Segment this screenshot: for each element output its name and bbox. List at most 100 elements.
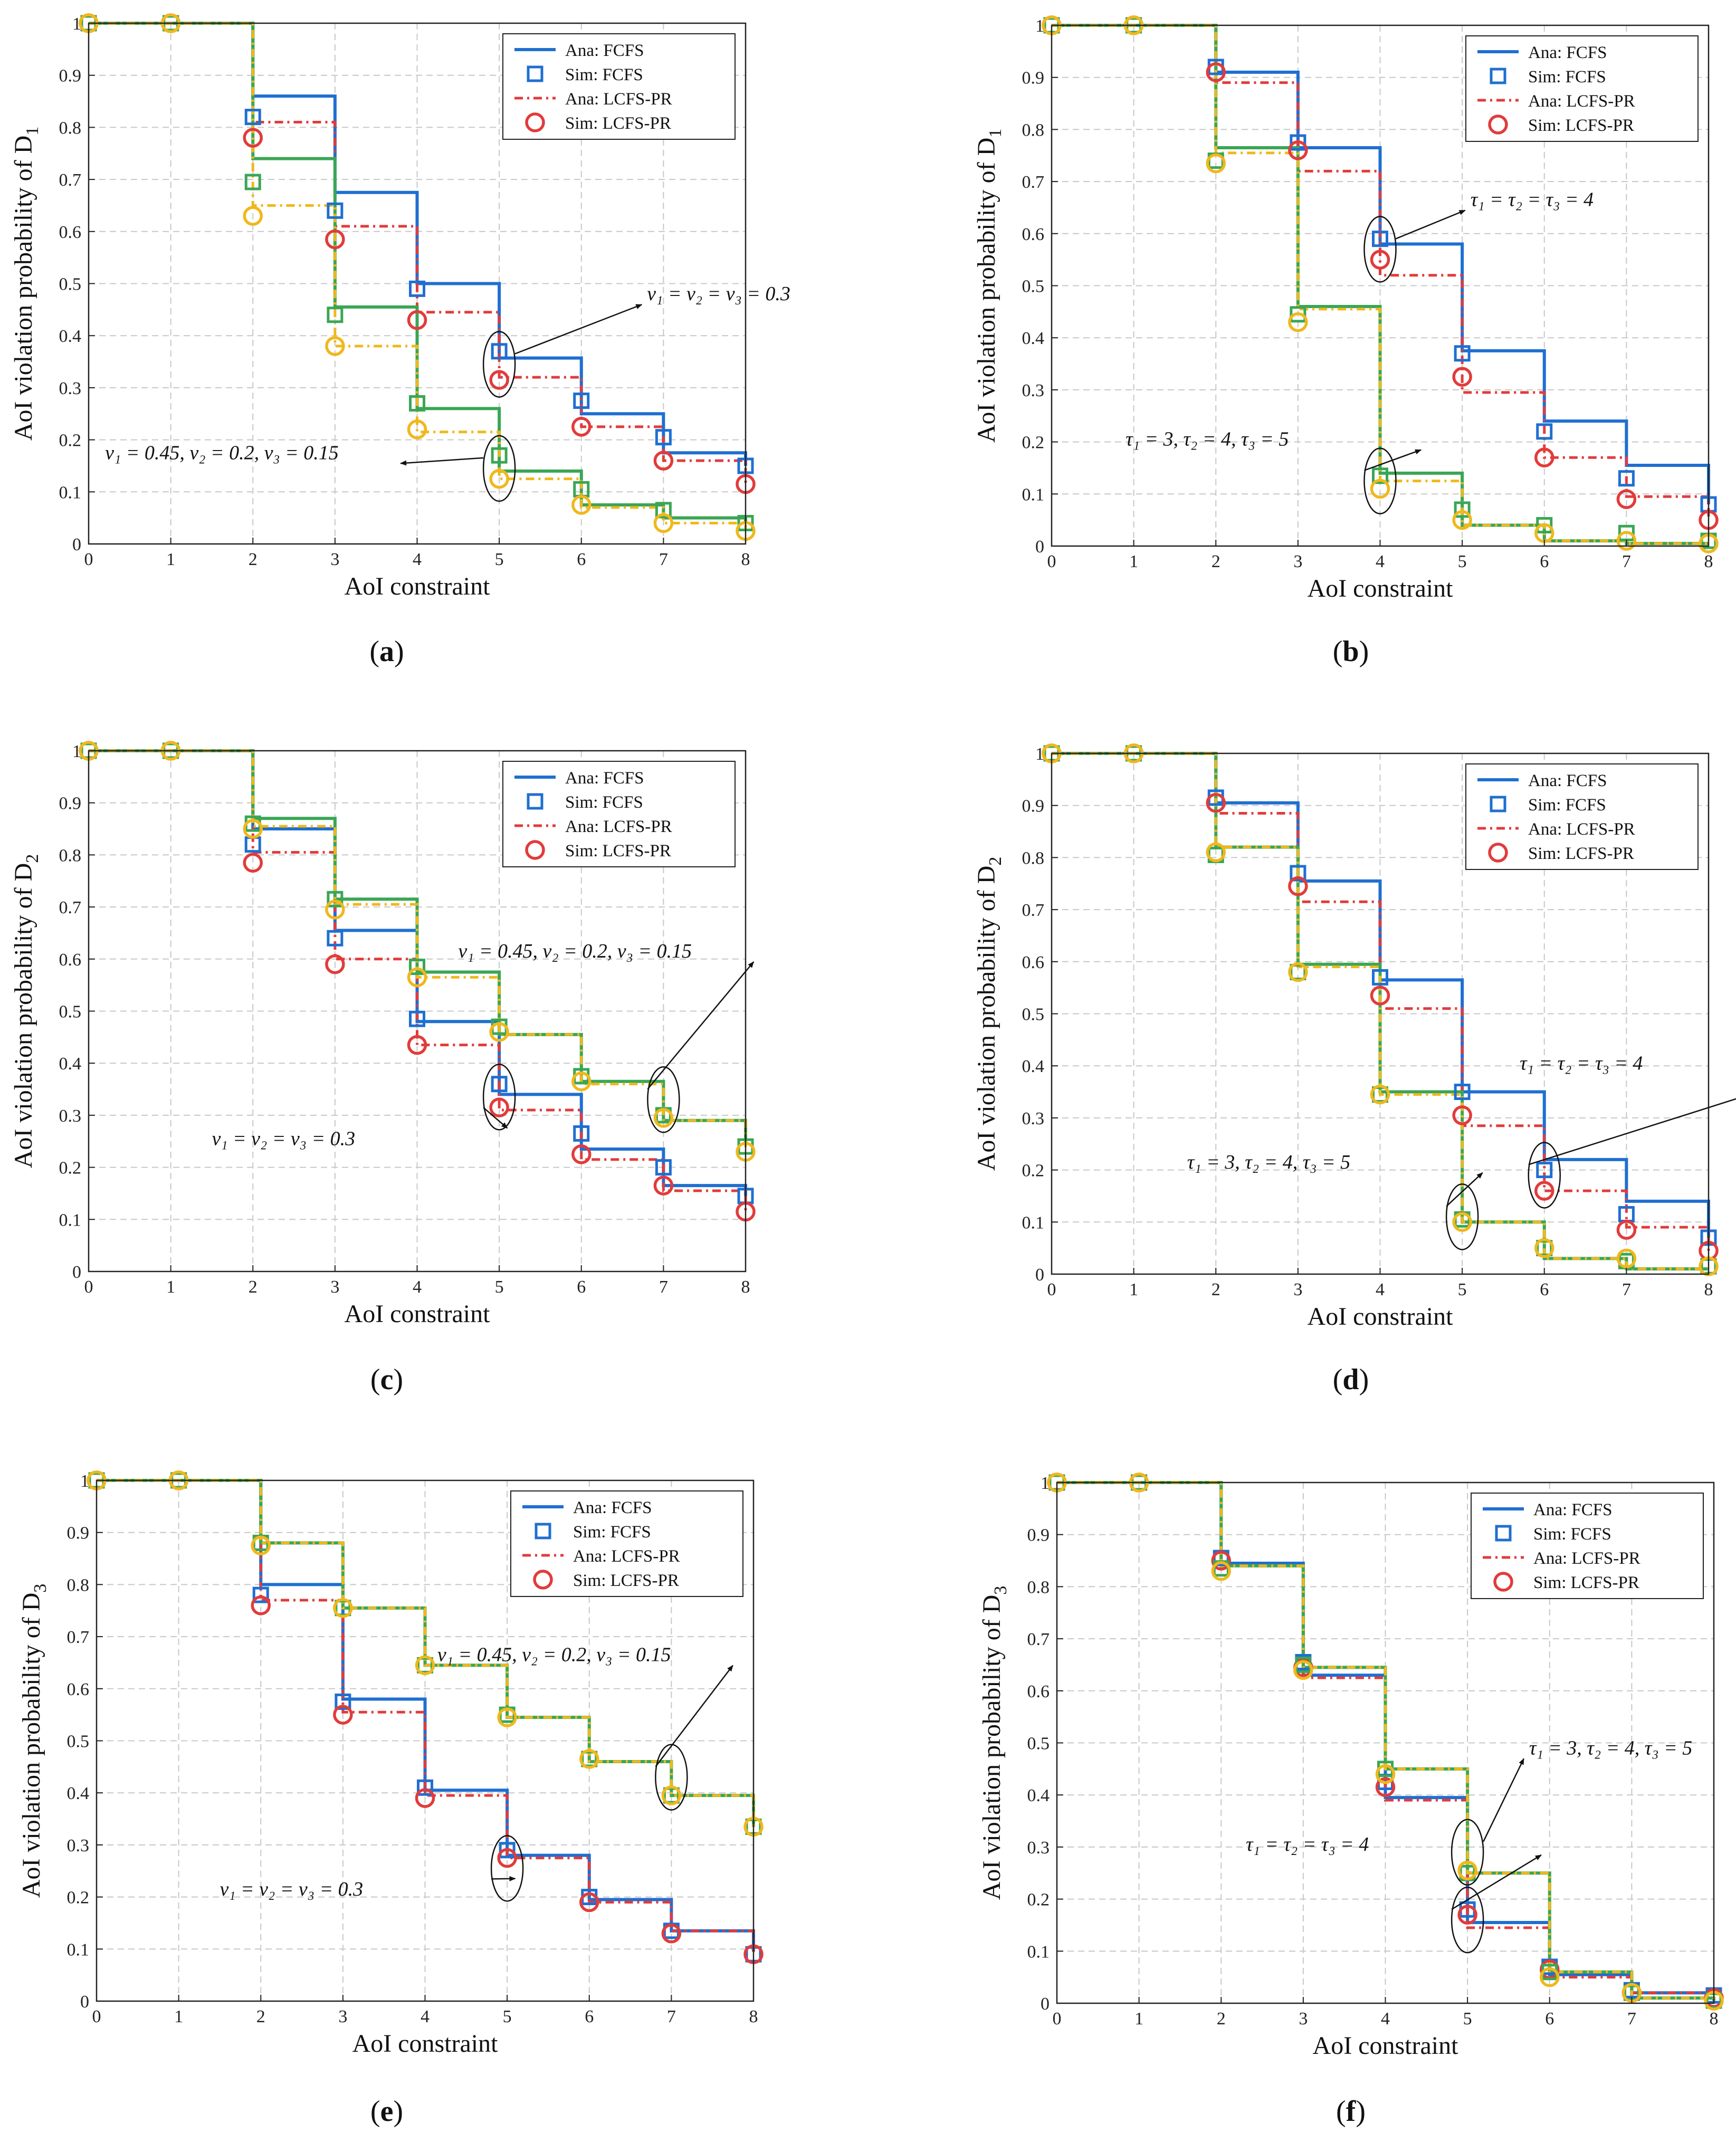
chart-panel-e: 0 1 2 3 4 5 6 7 8 0 0.1 0.2 0.3 0.4 0.5 0.6 0.7 0.8 0.9 1 Ao… [17,1470,764,2128]
data-point-circle [333,1598,353,1618]
data-point-circle [1211,1561,1231,1581]
data-point-circle [1293,1660,1313,1680]
data-point-circle [497,1848,517,1868]
y-axis-label: AoI violation probability of D2 [972,857,1005,1171]
data-point-square [1372,1086,1388,1103]
y-axis-label-main: AoI violation probability of D [17,1593,45,1898]
data-point-circle [243,819,263,839]
legend-box [1465,35,1699,142]
legend-label: Ana: FCFS [565,41,644,60]
x-tick-label: 0 [1047,1280,1056,1299]
data-point-square [252,1586,269,1603]
y-tick-label: 1 [72,742,81,761]
y-tick-label: 0.3 [59,379,82,398]
x-tick-label: 7 [659,550,668,569]
legend: Ana: FCFS Sim: FCFS Ana: LCFS-PR Sim: LCFS-… [510,1490,743,1597]
y-tick-label: 0.8 [59,118,82,138]
data-point-circle [407,419,427,439]
data-point-circle [1452,1212,1472,1232]
data-point-circle [1457,1905,1477,1925]
x-tick-label: 0 [92,2007,101,2026]
panel-caption: (c) [370,1363,403,1396]
y-tick-label: 1 [1041,1474,1050,1493]
data-point-circle [333,1705,353,1725]
x-tick-label: 3 [330,550,339,569]
legend-label: Ana: FCFS [1528,771,1607,790]
annotation-label: ν₁ = ν₂ = ν₃ = 0.3 [212,1127,355,1150]
legend-label: Ana: LCFS-PR [565,90,672,109]
x-tick-label: 5 [495,550,504,569]
legend-swatch-square [527,793,543,810]
data-point-square [1454,501,1471,518]
data-point-square [1536,1162,1553,1179]
legend-label: Sim: LCFS-PR [565,842,671,860]
data-point-circle [1370,1084,1390,1105]
data-point-square [335,1693,351,1710]
y-tick-label: 0.4 [67,1784,90,1803]
data-point-square [491,1076,508,1093]
y-axis-label-main: AoI violation probability of D [972,866,1000,1171]
y-axis-label-subscript: 1 [986,129,1005,138]
data-point-square [244,109,261,126]
y-axis-label: AoI violation probability of D3 [17,1584,50,1898]
annotation-ellipse [1451,1886,1484,1954]
data-point-circle [489,370,509,390]
y-tick-label: 0.3 [67,1836,90,1856]
data-point-circle [1534,1181,1554,1201]
legend-swatch-square [1495,1525,1512,1542]
x-tick-label: 6 [1545,2009,1554,2029]
y-tick-label: 0.2 [1027,1890,1050,1910]
data-point-circle [653,451,674,471]
legend-swatch-circle [1488,843,1508,863]
x-tick-label: 6 [1540,552,1549,571]
legend-swatch-circle [525,112,545,132]
legend-label: Ana: LCFS-PR [573,1547,680,1566]
data-point-circle [1616,489,1637,509]
annotation-ellipse [1528,1142,1561,1209]
y-tick-label: 0 [1041,1994,1050,2014]
data-point-circle [571,1144,592,1164]
caption-open: ( [1336,2095,1346,2128]
data-point-square [327,202,344,219]
data-point-square [327,930,344,946]
annotation-label: τ₁ = τ₂ = τ₃ = 4 [1520,1052,1643,1074]
x-tick-label: 6 [577,550,586,569]
legend: Ana: FCFS Sim: FCFS Ana: LCFS-PR Sim: LCFS-… [1471,1493,1704,1599]
legend-label: Ana: FCFS [573,1498,652,1517]
caption-letter: d [1342,1363,1359,1396]
legend: Ana: FCFS Sim: FCFS Ana: LCFS-PR Sim: LCFS-… [502,761,736,867]
data-point-square [409,280,425,297]
data-point-circle [1370,479,1390,499]
data-point-circle [407,967,427,988]
data-point-square [1454,1084,1471,1101]
annotation-arrow [1446,1172,1483,1207]
data-point-circle [1206,153,1226,174]
annotation-arrow [1451,1854,1542,1910]
caption-open: ( [1333,1363,1343,1396]
chart-panel-f: 0 1 2 3 4 5 6 7 8 0 0.1 0.2 0.3 0.4 0.5 0.6 0.7 0.8 0.9 1 Ao… [978,1472,1724,2128]
data-point-square [1372,467,1388,484]
data-point-circle [661,1785,682,1805]
y-axis-label-subscript: 1 [23,127,42,136]
legend-label: Sim: LCFS-PR [573,1571,679,1590]
annotation-arrow [1364,449,1422,471]
annotation-arrow [647,961,755,1090]
y-tick-label: 0.7 [1027,1630,1050,1649]
annotation-ellipse [482,1064,516,1131]
data-point-circle [251,1535,271,1556]
y-tick-label: 0.9 [59,794,82,814]
x-tick-label: 1 [1134,2009,1143,2029]
annotation-label: τ₁ = τ₂ = τ₃ = 4 [1246,1833,1369,1856]
series-line-yellow [89,749,747,1150]
data-point-circle [571,417,592,437]
data-point-circle [661,1923,682,1944]
x-tick-label: 3 [1299,2009,1308,2029]
y-tick-label: 1 [72,14,81,34]
data-point-circle [243,128,263,148]
caption-open: ( [370,2095,380,2128]
caption-close: ) [1359,1363,1369,1396]
data-point-square [491,343,508,360]
legend-box [510,1490,743,1597]
annotation-label: ν₁ = 0.45, ν₂ = 0.2, ν₃ = 0.15 [458,940,692,962]
y-tick-label: 0.6 [1022,225,1045,244]
